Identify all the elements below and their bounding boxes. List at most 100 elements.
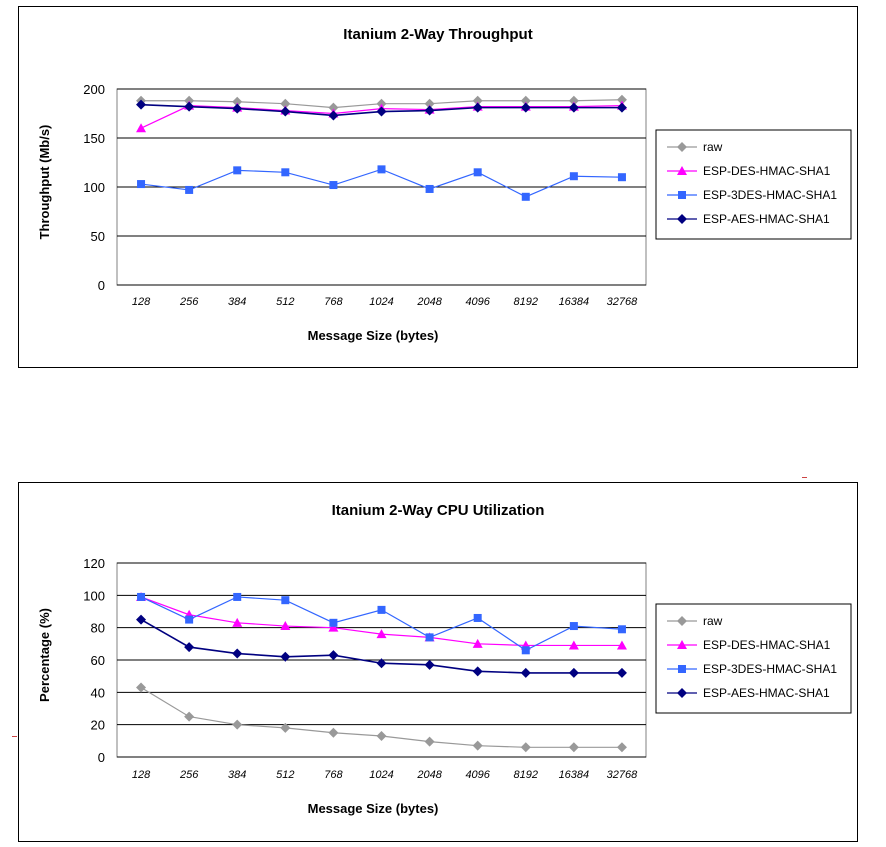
x-tick-label: 4096 — [465, 769, 490, 781]
data-point — [520, 667, 531, 678]
data-point — [184, 642, 195, 653]
data-point — [185, 185, 194, 194]
data-point — [281, 168, 290, 177]
x-tick-label: 32768 — [607, 769, 638, 781]
data-point — [425, 633, 434, 642]
data-point — [328, 102, 339, 113]
legend-box — [655, 603, 852, 714]
data-point — [521, 192, 530, 201]
data-point — [424, 98, 435, 109]
data-point — [136, 682, 147, 693]
y-axis-label: Throughput (Mb/s) — [37, 125, 52, 240]
x-tick-label: 128 — [132, 296, 151, 308]
y-tick-label: 100 — [83, 180, 105, 195]
stray-mark — [12, 736, 17, 737]
y-tick-label: 0 — [98, 750, 105, 765]
data-point — [473, 613, 482, 622]
x-tick-label: 2048 — [416, 296, 442, 308]
data-point — [184, 711, 195, 722]
y-tick-label: 0 — [98, 278, 105, 293]
y-tick-label: 20 — [91, 718, 105, 733]
legend-marker — [677, 214, 687, 224]
x-tick-label: 384 — [228, 769, 246, 781]
stray-mark — [802, 477, 807, 478]
data-point — [472, 666, 483, 677]
data-point — [520, 742, 531, 753]
data-point — [568, 742, 579, 753]
data-point — [616, 742, 627, 753]
x-tick-label: 1024 — [369, 769, 393, 781]
data-point — [472, 102, 483, 113]
x-tick-label: 2048 — [416, 769, 442, 781]
data-point — [521, 646, 530, 655]
data-point — [280, 651, 291, 662]
cpu-utilization-chart: Itanium 2-Way CPU Utilization Percentage… — [18, 482, 858, 842]
legend-marker — [677, 142, 687, 152]
data-point — [520, 102, 531, 113]
data-point — [328, 622, 339, 632]
data-point — [329, 181, 338, 190]
x-axis-label: Message Size (bytes) — [308, 328, 439, 343]
data-point — [424, 659, 435, 670]
x-tick-label: 16384 — [559, 769, 590, 781]
x-tick-label: 4096 — [465, 296, 490, 308]
data-point — [424, 105, 435, 116]
y-tick-label: 60 — [91, 653, 105, 668]
legend-marker — [678, 665, 686, 673]
y-tick-label: 200 — [83, 82, 105, 97]
legend-label: raw — [703, 614, 723, 628]
y-tick-label: 100 — [83, 588, 105, 603]
data-point — [328, 110, 339, 121]
legend-label: ESP-3DES-HMAC-SHA1 — [703, 188, 837, 202]
data-point — [376, 658, 387, 669]
data-point — [328, 650, 339, 661]
y-tick-label: 50 — [91, 229, 105, 244]
data-point — [617, 173, 626, 182]
x-tick-label: 8192 — [514, 296, 538, 308]
data-point — [280, 106, 291, 117]
legend-marker — [678, 191, 686, 199]
x-tick-label: 16384 — [559, 296, 590, 308]
x-tick-label: 512 — [276, 296, 294, 308]
chart-title: Itanium 2-Way CPU Utilization — [332, 502, 545, 519]
data-point — [233, 166, 242, 175]
data-point — [232, 648, 243, 659]
data-point — [185, 615, 194, 624]
data-point — [569, 172, 578, 181]
x-tick-label: 768 — [324, 769, 343, 781]
data-point — [376, 730, 387, 741]
legend-label: ESP-DES-HMAC-SHA1 — [703, 164, 831, 178]
cpu-utilization-chart-svg: Itanium 2-Way CPU Utilization Percentage… — [37, 502, 852, 816]
x-tick-label: 768 — [324, 296, 343, 308]
x-tick-label: 256 — [179, 296, 199, 308]
data-point — [136, 614, 147, 625]
x-tick-label: 8192 — [514, 769, 538, 781]
y-tick-label: 120 — [83, 556, 105, 571]
data-point — [280, 98, 291, 109]
x-tick-label: 384 — [228, 296, 246, 308]
data-point — [425, 184, 434, 193]
legend-marker — [677, 616, 687, 626]
data-point — [281, 596, 290, 605]
x-axis-label: Message Size (bytes) — [308, 801, 439, 816]
data-point — [232, 96, 243, 107]
data-point — [377, 605, 386, 614]
data-point — [616, 667, 627, 678]
throughput-chart: Itanium 2-Way Throughput Throughput (Mb/… — [18, 6, 858, 368]
data-point — [617, 625, 626, 634]
data-point — [280, 722, 291, 733]
legend-marker — [677, 640, 687, 649]
data-point — [473, 168, 482, 177]
data-point — [568, 95, 579, 106]
y-tick-label: 40 — [91, 685, 105, 700]
x-tick-label: 256 — [179, 769, 199, 781]
data-point — [328, 727, 339, 738]
data-point — [232, 103, 243, 114]
data-point — [520, 95, 531, 106]
legend-label: raw — [703, 140, 723, 154]
x-tick-label: 1024 — [369, 296, 393, 308]
data-point — [424, 736, 435, 747]
data-point — [137, 592, 146, 601]
data-point — [616, 102, 627, 113]
data-point — [329, 618, 338, 627]
